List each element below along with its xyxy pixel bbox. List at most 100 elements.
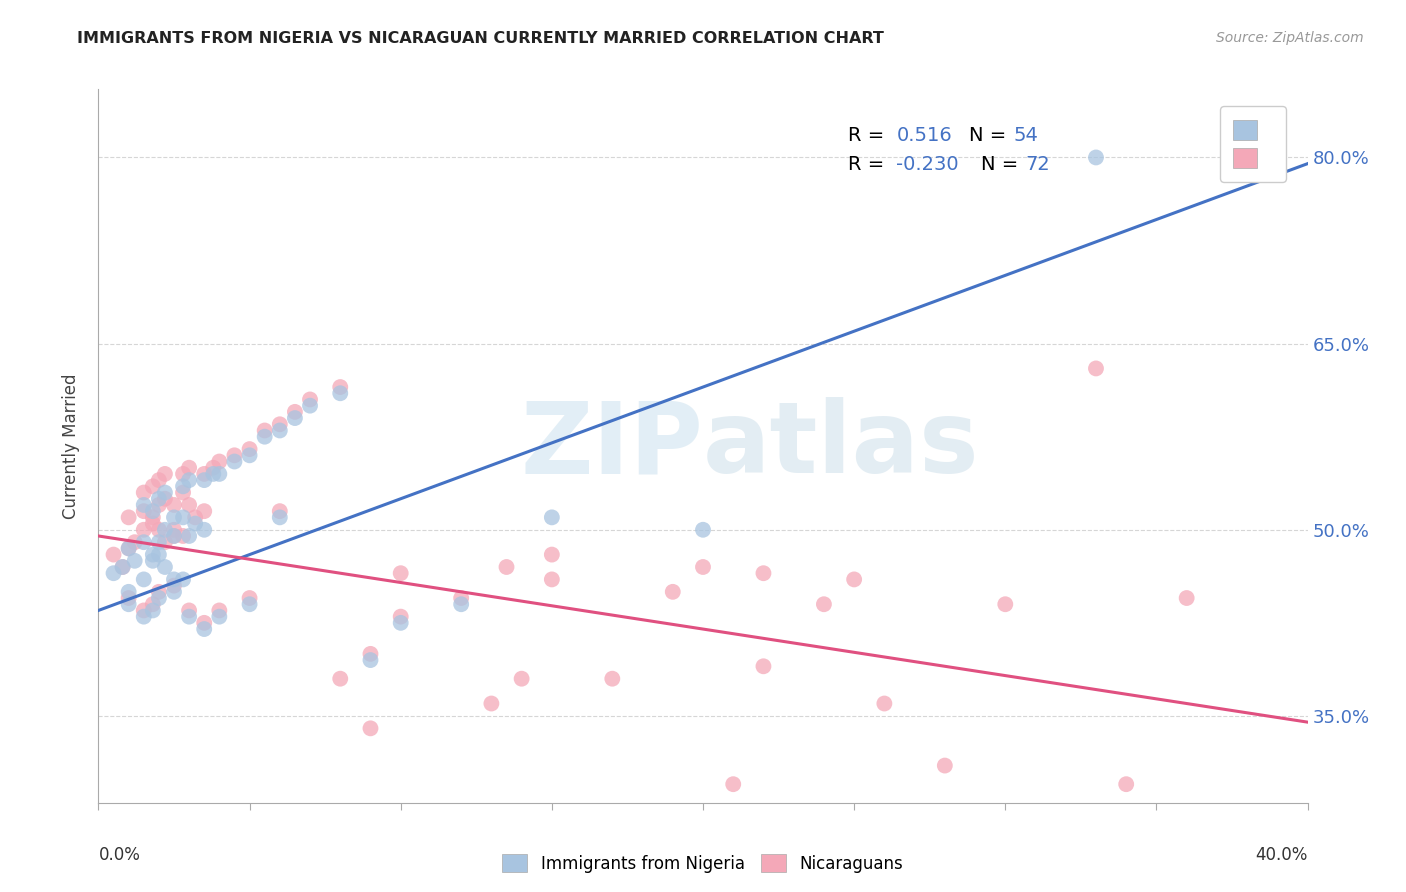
Text: 72: 72 xyxy=(1026,154,1050,174)
Point xyxy=(1085,151,1108,165)
Point xyxy=(153,485,176,500)
Point xyxy=(299,392,322,407)
Y-axis label: Currently Married: Currently Married xyxy=(62,373,80,519)
Point xyxy=(202,460,225,475)
Point xyxy=(208,454,231,468)
Point xyxy=(202,467,225,481)
Point xyxy=(389,609,412,624)
Point xyxy=(1115,777,1137,791)
Point xyxy=(179,460,201,475)
Point xyxy=(163,523,186,537)
Text: 54: 54 xyxy=(1014,126,1039,145)
Point xyxy=(148,523,170,537)
Point xyxy=(224,454,246,468)
Point xyxy=(132,603,155,617)
Point xyxy=(103,566,125,581)
Point xyxy=(193,504,215,518)
Legend: Immigrants from Nigeria, Nicaraguans: Immigrants from Nigeria, Nicaraguans xyxy=(496,847,910,880)
Point xyxy=(172,573,194,587)
Point xyxy=(450,597,472,611)
Point xyxy=(118,541,141,556)
Point xyxy=(239,442,262,456)
Point xyxy=(269,417,291,432)
Point xyxy=(118,591,141,605)
Text: ZIP: ZIP xyxy=(520,398,703,494)
Point xyxy=(153,491,176,506)
Text: -0.230: -0.230 xyxy=(897,154,959,174)
Point xyxy=(163,579,186,593)
Point xyxy=(934,758,956,772)
Point xyxy=(142,504,165,518)
Point xyxy=(540,548,562,562)
Point xyxy=(269,510,291,524)
Point xyxy=(269,504,291,518)
Point xyxy=(269,424,291,438)
Point xyxy=(1085,361,1108,376)
Text: 0.0%: 0.0% xyxy=(98,846,141,863)
Point xyxy=(132,485,155,500)
Point xyxy=(163,529,186,543)
Point xyxy=(118,541,141,556)
Point xyxy=(284,405,307,419)
Point xyxy=(360,647,382,661)
Point xyxy=(153,523,176,537)
Point xyxy=(163,584,186,599)
Point xyxy=(111,560,134,574)
Point xyxy=(208,467,231,481)
Point xyxy=(148,548,170,562)
Text: N =: N = xyxy=(969,126,1012,145)
Point xyxy=(723,777,745,791)
Point xyxy=(142,479,165,493)
Point xyxy=(253,424,276,438)
Point xyxy=(142,516,165,531)
Point xyxy=(253,430,276,444)
Point xyxy=(142,554,165,568)
Point xyxy=(148,498,170,512)
Point xyxy=(118,584,141,599)
Point xyxy=(752,659,775,673)
Point xyxy=(495,560,517,574)
Point xyxy=(142,603,165,617)
Point xyxy=(873,697,896,711)
Point xyxy=(153,560,176,574)
Point xyxy=(224,448,246,462)
Text: 40.0%: 40.0% xyxy=(1256,846,1308,863)
Point xyxy=(994,597,1017,611)
Point xyxy=(132,535,155,549)
Point xyxy=(208,609,231,624)
Point xyxy=(153,535,176,549)
Point xyxy=(111,560,134,574)
Point xyxy=(179,603,201,617)
Point xyxy=(163,529,186,543)
Point xyxy=(813,597,835,611)
Point xyxy=(179,498,201,512)
Point xyxy=(239,591,262,605)
Point xyxy=(148,473,170,487)
Point xyxy=(360,722,382,736)
Point xyxy=(360,653,382,667)
Point xyxy=(172,479,194,493)
Point xyxy=(172,485,194,500)
Point xyxy=(389,615,412,630)
Point xyxy=(692,560,714,574)
Point xyxy=(103,548,125,562)
Point xyxy=(148,535,170,549)
Point xyxy=(389,566,412,581)
Point xyxy=(148,584,170,599)
Point xyxy=(132,498,155,512)
Point xyxy=(142,548,165,562)
Point xyxy=(118,510,141,524)
Point xyxy=(329,386,352,401)
Point xyxy=(329,672,352,686)
Point xyxy=(450,591,472,605)
Point xyxy=(132,573,155,587)
Point xyxy=(142,510,165,524)
Text: atlas: atlas xyxy=(703,398,980,494)
Point xyxy=(132,609,155,624)
Text: N =: N = xyxy=(981,154,1025,174)
Point xyxy=(172,467,194,481)
Point xyxy=(118,597,141,611)
Point xyxy=(153,467,176,481)
Point xyxy=(510,672,533,686)
Point xyxy=(299,399,322,413)
